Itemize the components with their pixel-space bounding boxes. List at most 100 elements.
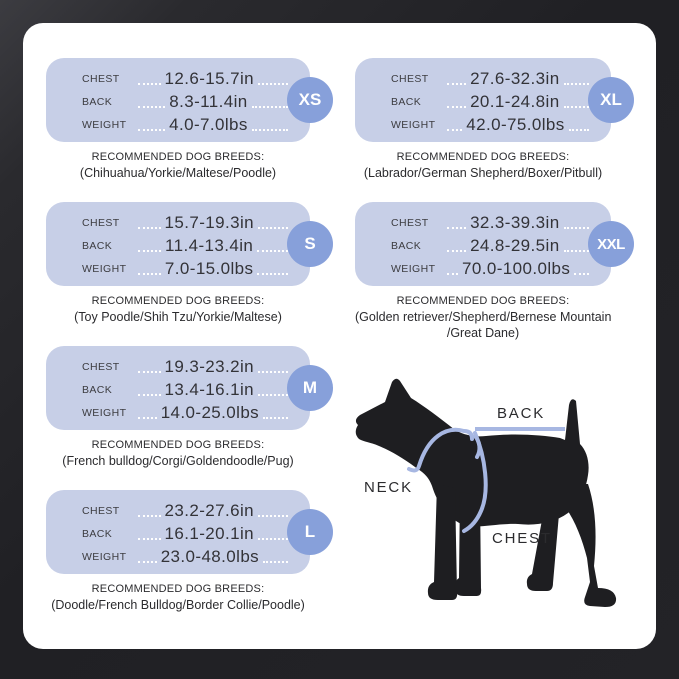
dotted-leader — [257, 538, 288, 540]
dotted-leader — [447, 129, 463, 131]
breeds-list: (Doodle/French Bulldog/Border Collie/Poo… — [46, 597, 310, 613]
measurement-rows: CHEST 15.7-19.3in BACK 11.4-13.4in WEIGH… — [46, 202, 310, 286]
harness-chest-strap — [462, 431, 488, 533]
measurement-label: WEIGHT — [82, 119, 127, 131]
size-card: CHEST 23.2-27.6in BACK 16.1-20.1in WEIGH… — [46, 490, 333, 574]
dotted-leader — [257, 394, 288, 396]
measurement-label: BACK — [82, 96, 113, 108]
right-column: CHEST 27.6-32.3in BACK 20.1-24.8in WEIGH… — [355, 58, 635, 362]
dotted-leader — [257, 227, 288, 229]
size-badge: L — [287, 509, 333, 555]
measurement-rows: CHEST 27.6-32.3in BACK 20.1-24.8in WEIGH… — [355, 58, 611, 142]
size-chart-panel: CHEST 12.6-15.7in BACK 8.3-11.4in WEIGHT… — [23, 23, 656, 649]
recommended-breeds: RECOMMENDED DOG BREEDS: (Doodle/French B… — [46, 583, 310, 613]
dotted-leader — [257, 83, 288, 85]
dotted-leader — [138, 227, 161, 229]
measurement-row: WEIGHT 14.0-25.0lbs — [46, 400, 310, 422]
breeds-line: (Chihuahua/Yorkie/Maltese/Poodle) — [79, 166, 277, 180]
recommended-breeds: RECOMMENDED DOG BREEDS: (Golden retrieve… — [355, 295, 611, 341]
measurement-value: 42.0-75.0lbs — [466, 115, 565, 134]
measurement-value: 14.0-25.0lbs — [160, 403, 260, 422]
measurement-value: 32.3-39.3in — [470, 213, 560, 232]
measurement-row: CHEST 27.6-32.3in — [355, 66, 611, 88]
size-card-group: CHEST 27.6-32.3in BACK 20.1-24.8in WEIGH… — [355, 58, 635, 181]
breeds-title: RECOMMENDED DOG BREEDS: — [91, 151, 265, 163]
measurement-rows: CHEST 12.6-15.7in BACK 8.3-11.4in WEIGHT… — [46, 58, 310, 142]
dotted-leader — [447, 250, 467, 252]
measurement-rows: CHEST 32.3-39.3in BACK 24.8-29.5in WEIGH… — [355, 202, 611, 286]
dotted-leader — [447, 83, 467, 85]
dog-diagram-svg: BACK NECK CHEST — [355, 378, 617, 607]
size-card: CHEST 12.6-15.7in BACK 8.3-11.4in WEIGHT… — [46, 58, 333, 142]
measurement-row: BACK 8.3-11.4in — [46, 89, 310, 111]
measurement-rows: CHEST 19.3-23.2in BACK 13.4-16.1in WEIGH… — [46, 346, 310, 430]
measurement-label: WEIGHT — [391, 263, 436, 275]
harness-straps — [407, 427, 488, 533]
measurement-label: WEIGHT — [82, 263, 127, 275]
dotted-leader — [563, 106, 589, 108]
measurement-row: BACK 20.1-24.8in — [355, 89, 611, 111]
measurement-value: 27.6-32.3in — [470, 69, 560, 88]
measurement-row: WEIGHT 70.0-100.0lbs — [355, 256, 611, 278]
breeds-line: (Toy Poodle/Shih Tzu/Yorkie/Maltese) — [74, 310, 282, 324]
breeds-list: (Labrador/German Shepherd/Boxer/Pitbull) — [355, 165, 611, 181]
neck-label: NECK — [364, 479, 413, 496]
dotted-leader — [138, 129, 166, 131]
size-badge: XS — [287, 77, 333, 123]
dotted-leader — [257, 250, 288, 252]
breeds-title: RECOMMENDED DOG BREEDS: — [91, 583, 265, 595]
dotted-leader — [138, 515, 161, 517]
measurement-row: CHEST 19.3-23.2in — [46, 354, 310, 376]
measurement-value: 7.0-15.0lbs — [164, 259, 254, 278]
measurement-value: 23.0-48.0lbs — [160, 547, 260, 566]
back-label: BACK — [497, 405, 545, 422]
size-card-group: CHEST 32.3-39.3in BACK 24.8-29.5in WEIGH… — [355, 202, 635, 341]
measurement-value: 20.1-24.8in — [470, 92, 560, 111]
size-card-group: CHEST 23.2-27.6in BACK 16.1-20.1in WEIGH… — [46, 490, 334, 613]
breeds-list: (French bulldog/Corgi/Goldendoodle/Pug) — [46, 453, 310, 469]
size-card: CHEST 32.3-39.3in BACK 24.8-29.5in WEIGH… — [355, 202, 634, 286]
recommended-breeds: RECOMMENDED DOG BREEDS: (Toy Poodle/Shih… — [46, 295, 310, 325]
measurement-value: 11.4-13.4in — [165, 236, 254, 255]
measurement-value: 8.3-11.4in — [169, 92, 248, 111]
recommended-breeds: RECOMMENDED DOG BREEDS: (Chihuahua/Yorki… — [46, 151, 310, 181]
measurement-row: BACK 11.4-13.4in — [46, 233, 310, 255]
measurement-value: 4.0-7.0lbs — [169, 115, 248, 134]
dotted-leader — [263, 417, 288, 419]
dotted-leader — [138, 417, 157, 419]
measurement-label: CHEST — [82, 73, 120, 85]
measurement-rows: CHEST 23.2-27.6in BACK 16.1-20.1in WEIGH… — [46, 490, 310, 574]
size-card-group: CHEST 15.7-19.3in BACK 11.4-13.4in WEIGH… — [46, 202, 334, 325]
dotted-leader — [251, 106, 288, 108]
dotted-leader — [138, 538, 161, 540]
breeds-line: (French bulldog/Corgi/Goldendoodle/Pug) — [62, 454, 294, 468]
dotted-leader — [574, 273, 589, 275]
measurement-row: BACK 16.1-20.1in — [46, 521, 310, 543]
measurement-row: WEIGHT 7.0-15.0lbs — [46, 256, 310, 278]
breeds-line: (Labrador/German Shepherd/Boxer/Pitbull) — [363, 166, 603, 180]
dog-measurement-diagram: BACK NECK CHEST — [344, 376, 624, 626]
measurement-value: 70.0-100.0lbs — [462, 259, 571, 278]
dotted-leader — [257, 371, 288, 373]
measurement-label: BACK — [82, 528, 113, 540]
recommended-breeds: RECOMMENDED DOG BREEDS: (French bulldog/… — [46, 439, 310, 469]
measurement-value: 15.7-19.3in — [164, 213, 254, 232]
measurement-row: BACK 24.8-29.5in — [355, 233, 611, 255]
dotted-leader — [138, 561, 157, 563]
measurement-value: 24.8-29.5in — [470, 236, 560, 255]
measurement-value: 16.1-20.1in — [164, 524, 254, 543]
measurement-label: BACK — [82, 240, 113, 252]
size-card: CHEST 19.3-23.2in BACK 13.4-16.1in WEIGH… — [46, 346, 333, 430]
measurement-row: WEIGHT 42.0-75.0lbs — [355, 112, 611, 134]
measurement-row: CHEST 12.6-15.7in — [46, 66, 310, 88]
dotted-leader — [563, 250, 589, 252]
measurement-label: WEIGHT — [391, 119, 436, 131]
size-badge: XL — [588, 77, 634, 123]
size-badge: M — [287, 365, 333, 411]
measurement-value: 23.2-27.6in — [164, 501, 254, 520]
measurement-label: CHEST — [391, 73, 429, 85]
breeds-list: (Toy Poodle/Shih Tzu/Yorkie/Maltese) — [46, 309, 310, 325]
chest-label: CHEST — [492, 530, 552, 547]
measurement-row: WEIGHT 4.0-7.0lbs — [46, 112, 310, 134]
